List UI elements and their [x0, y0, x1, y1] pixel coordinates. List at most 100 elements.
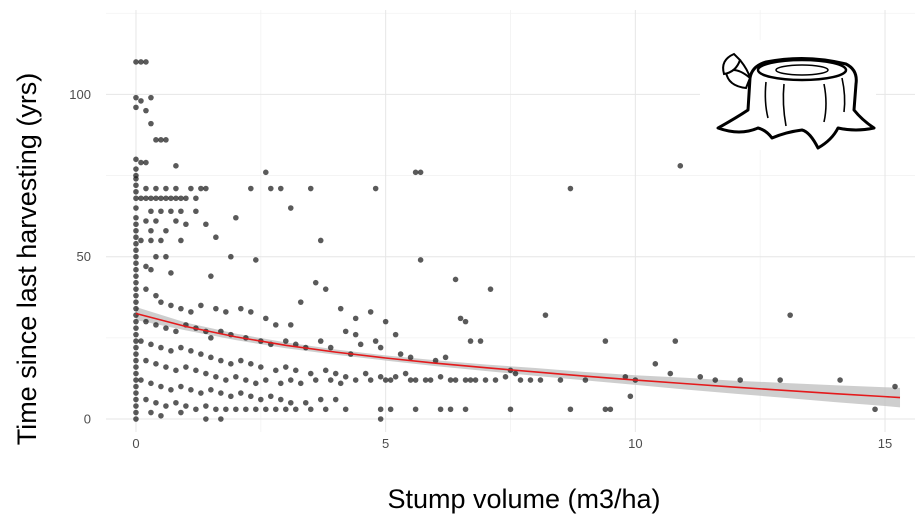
data-point [248, 393, 254, 400]
data-point [307, 370, 314, 377]
data-point [158, 412, 164, 419]
data-point [377, 344, 384, 351]
data-point [258, 396, 264, 403]
data-point [153, 399, 159, 406]
data-point [133, 240, 139, 247]
data-point [213, 374, 219, 380]
data-point [133, 94, 139, 101]
data-point [282, 364, 289, 370]
data-point [163, 364, 169, 370]
data-point [168, 195, 174, 202]
data-point [537, 377, 544, 383]
data-point [527, 377, 534, 383]
data-point [133, 390, 139, 396]
data-point [133, 227, 139, 234]
data-point [133, 195, 139, 202]
data-point [372, 338, 379, 344]
data-point [213, 234, 219, 241]
data-point [193, 367, 199, 374]
data-point [253, 406, 259, 413]
data-point [233, 374, 239, 380]
data-point [342, 328, 349, 335]
data-point [193, 195, 199, 202]
confidence-band-group [135, 307, 901, 408]
data-point [218, 416, 224, 422]
y-tick-label: 0 [84, 412, 91, 427]
data-point [203, 403, 209, 409]
data-point [462, 318, 469, 325]
data-point [203, 221, 209, 228]
data-point [173, 195, 179, 202]
data-point [178, 383, 184, 390]
data-point [153, 137, 159, 143]
data-point [302, 399, 309, 406]
data-point [307, 406, 314, 413]
data-point [282, 406, 289, 413]
data-point [437, 374, 444, 380]
data-point [133, 279, 139, 286]
data-point [158, 344, 164, 351]
data-point [133, 253, 139, 260]
data-point [517, 377, 524, 383]
data-point [168, 387, 174, 393]
data-point [417, 257, 424, 263]
data-point [198, 390, 204, 396]
data-point [133, 409, 139, 416]
data-point [188, 185, 194, 192]
data-point [173, 328, 179, 335]
data-point [133, 176, 139, 182]
data-point [133, 396, 139, 403]
data-point [567, 406, 574, 413]
data-point [163, 137, 169, 143]
data-point [228, 253, 234, 260]
data-point [367, 377, 374, 383]
data-point [143, 107, 149, 114]
y-axis-title: Time since last harvesting (yrs) [12, 73, 42, 446]
data-point [317, 396, 324, 403]
data-point [502, 374, 509, 380]
data-point [238, 357, 244, 364]
data-point [203, 416, 209, 422]
data-point [133, 286, 139, 292]
data-point [627, 393, 634, 400]
data-point [607, 406, 614, 413]
data-point [153, 361, 159, 367]
data-point [208, 354, 214, 361]
data-point [337, 380, 344, 387]
data-point [228, 393, 234, 400]
data-point [148, 120, 154, 127]
data-point [148, 237, 154, 244]
data-point [198, 351, 204, 357]
data-point [153, 322, 159, 328]
data-point [492, 377, 499, 383]
tree-stump-icon [700, 40, 876, 150]
data-point [382, 377, 389, 383]
data-point [133, 299, 139, 305]
data-point [462, 406, 469, 413]
data-point [238, 390, 244, 396]
trend-line-group [135, 312, 901, 399]
data-point [163, 185, 169, 192]
data-point [402, 370, 409, 377]
data-point [158, 208, 164, 215]
data-point [243, 377, 249, 383]
data-point [307, 185, 314, 192]
data-point [178, 237, 184, 244]
data-point [148, 266, 154, 273]
data-point [133, 377, 139, 383]
data-point [787, 312, 793, 318]
data-point [133, 403, 139, 409]
data-point [312, 377, 319, 383]
data-point [392, 374, 399, 380]
data-point [193, 208, 199, 215]
data-point [377, 374, 384, 380]
data-point [133, 344, 139, 351]
data-point [233, 214, 239, 221]
data-point [487, 286, 494, 292]
trend-line [135, 312, 901, 399]
data-point [168, 270, 174, 276]
data-point [173, 185, 179, 192]
data-point [163, 403, 169, 409]
data-point [183, 364, 189, 370]
data-point [327, 344, 334, 351]
